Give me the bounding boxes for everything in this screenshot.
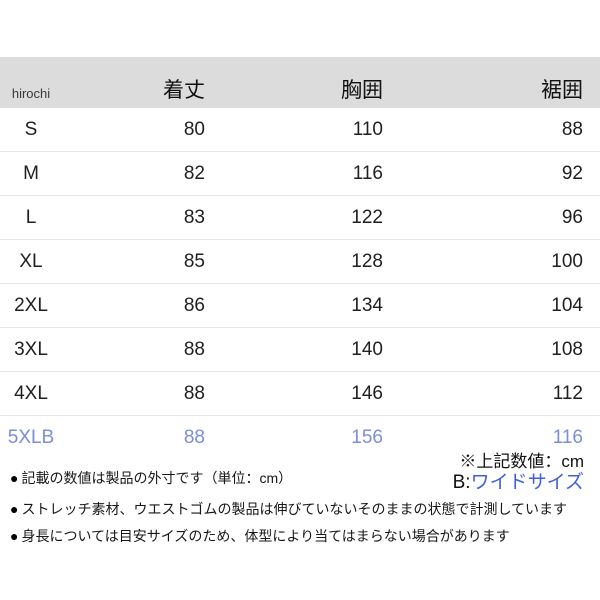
notes-list: ● 記載の数値は製品の外寸です（単位：cm） ● ストレッチ素材、ウエストゴムの製品は… [10, 470, 595, 555]
size-label: L [25, 206, 37, 228]
note-text: 記載の数値は製品の外寸です（単位：cm） [21, 470, 293, 486]
column-header-body-length: 着丈 [163, 79, 205, 102]
note-text: ストレッチ素材、ウエストゴムの製品は伸びていないそのままの状態で計測しています [21, 501, 568, 518]
value-chest: 110 [352, 118, 383, 140]
value-hem: 108 [551, 338, 583, 360]
value-body-length: 88 [183, 426, 205, 448]
value-hem: 112 [552, 382, 583, 404]
table-row: XL 85 128 100 [0, 239, 600, 284]
table-row: 4XL 88 146 112 [0, 371, 600, 416]
size-label: M [23, 162, 39, 184]
value-chest: 134 [351, 294, 383, 316]
value-body-length: 85 [183, 250, 205, 272]
value-hem: 88 [561, 118, 583, 140]
bullet-icon: ● [10, 501, 19, 518]
size-table-body: S 80 110 88 M 82 116 92 L 83 122 96 XL 85 128 100 2XL 86 1… [0, 108, 600, 459]
size-label: 5XLB [7, 426, 55, 448]
value-hem: 92 [561, 162, 583, 184]
value-hem: 96 [561, 206, 583, 228]
brand-label: hirochi [11, 86, 51, 101]
value-chest: 140 [351, 338, 383, 360]
size-table-head: hirochi 着丈 胸囲 裾囲 [0, 57, 600, 108]
value-hem: 100 [551, 250, 583, 272]
size-table: hirochi 着丈 胸囲 裾囲 S 80 110 88 M 82 116 92 L 83 122 9… [0, 57, 600, 459]
size-label: 4XL [14, 382, 48, 404]
value-chest: 122 [351, 206, 383, 228]
table-row: 2XL 86 134 104 [0, 283, 600, 328]
value-chest: 156 [351, 426, 383, 448]
size-label: S [24, 118, 38, 140]
note-line: ● 身長については目安サイズのため、体型により当てはまらない場合があります [10, 528, 595, 544]
legend-wide-prefix: B: [452, 472, 471, 494]
value-body-length: 80 [183, 118, 205, 140]
size-label: 2XL [14, 294, 48, 316]
value-chest: 146 [351, 382, 383, 404]
table-header-row: hirochi 着丈 胸囲 裾囲 [0, 57, 600, 108]
column-header-chest: 胸囲 [341, 79, 383, 102]
table-row: 3XL 88 140 108 [0, 327, 600, 372]
bullet-icon: ● [10, 528, 19, 545]
bullet-icon: ● [10, 470, 19, 486]
note-line: ● 記載の数値は製品の外寸です（単位：cm） [10, 470, 595, 486]
value-hem: 104 [551, 294, 583, 316]
table-row: 5XLB 88 156 116 [0, 415, 600, 459]
size-label: 3XL [14, 338, 48, 360]
value-chest: 128 [351, 250, 383, 272]
note-line: ● ストレッチ素材、ウエストゴムの製品は伸びていないそのままの状態で計測しています [10, 501, 595, 517]
column-header-hem: 裾囲 [541, 79, 583, 102]
value-body-length: 86 [183, 294, 205, 316]
legend: ※上記数値：cm B:ワイドサイズ [453, 452, 584, 494]
legend-wide-value: ワイドサイズ [470, 472, 584, 494]
table-row: S 80 110 88 [0, 108, 600, 152]
value-body-length: 88 [183, 382, 205, 404]
legend-wide-size: B:ワイドサイズ [453, 472, 584, 494]
table-row: L 83 122 96 [0, 195, 600, 240]
size-label: XL [19, 250, 43, 272]
note-text: 身長については目安サイズのため、体型により当てはまらない場合があります [21, 528, 510, 545]
value-body-length: 82 [183, 162, 205, 184]
value-body-length: 88 [183, 338, 205, 360]
size-chart: hirochi 着丈 胸囲 裾囲 S 80 110 88 M 82 116 92 L 83 122 9… [0, 57, 600, 459]
value-body-length: 83 [183, 206, 205, 228]
legend-unit-note: ※上記数値：cm [459, 452, 584, 471]
table-row: M 82 116 92 [0, 151, 600, 196]
value-hem: 116 [552, 426, 583, 448]
value-chest: 116 [352, 162, 383, 184]
